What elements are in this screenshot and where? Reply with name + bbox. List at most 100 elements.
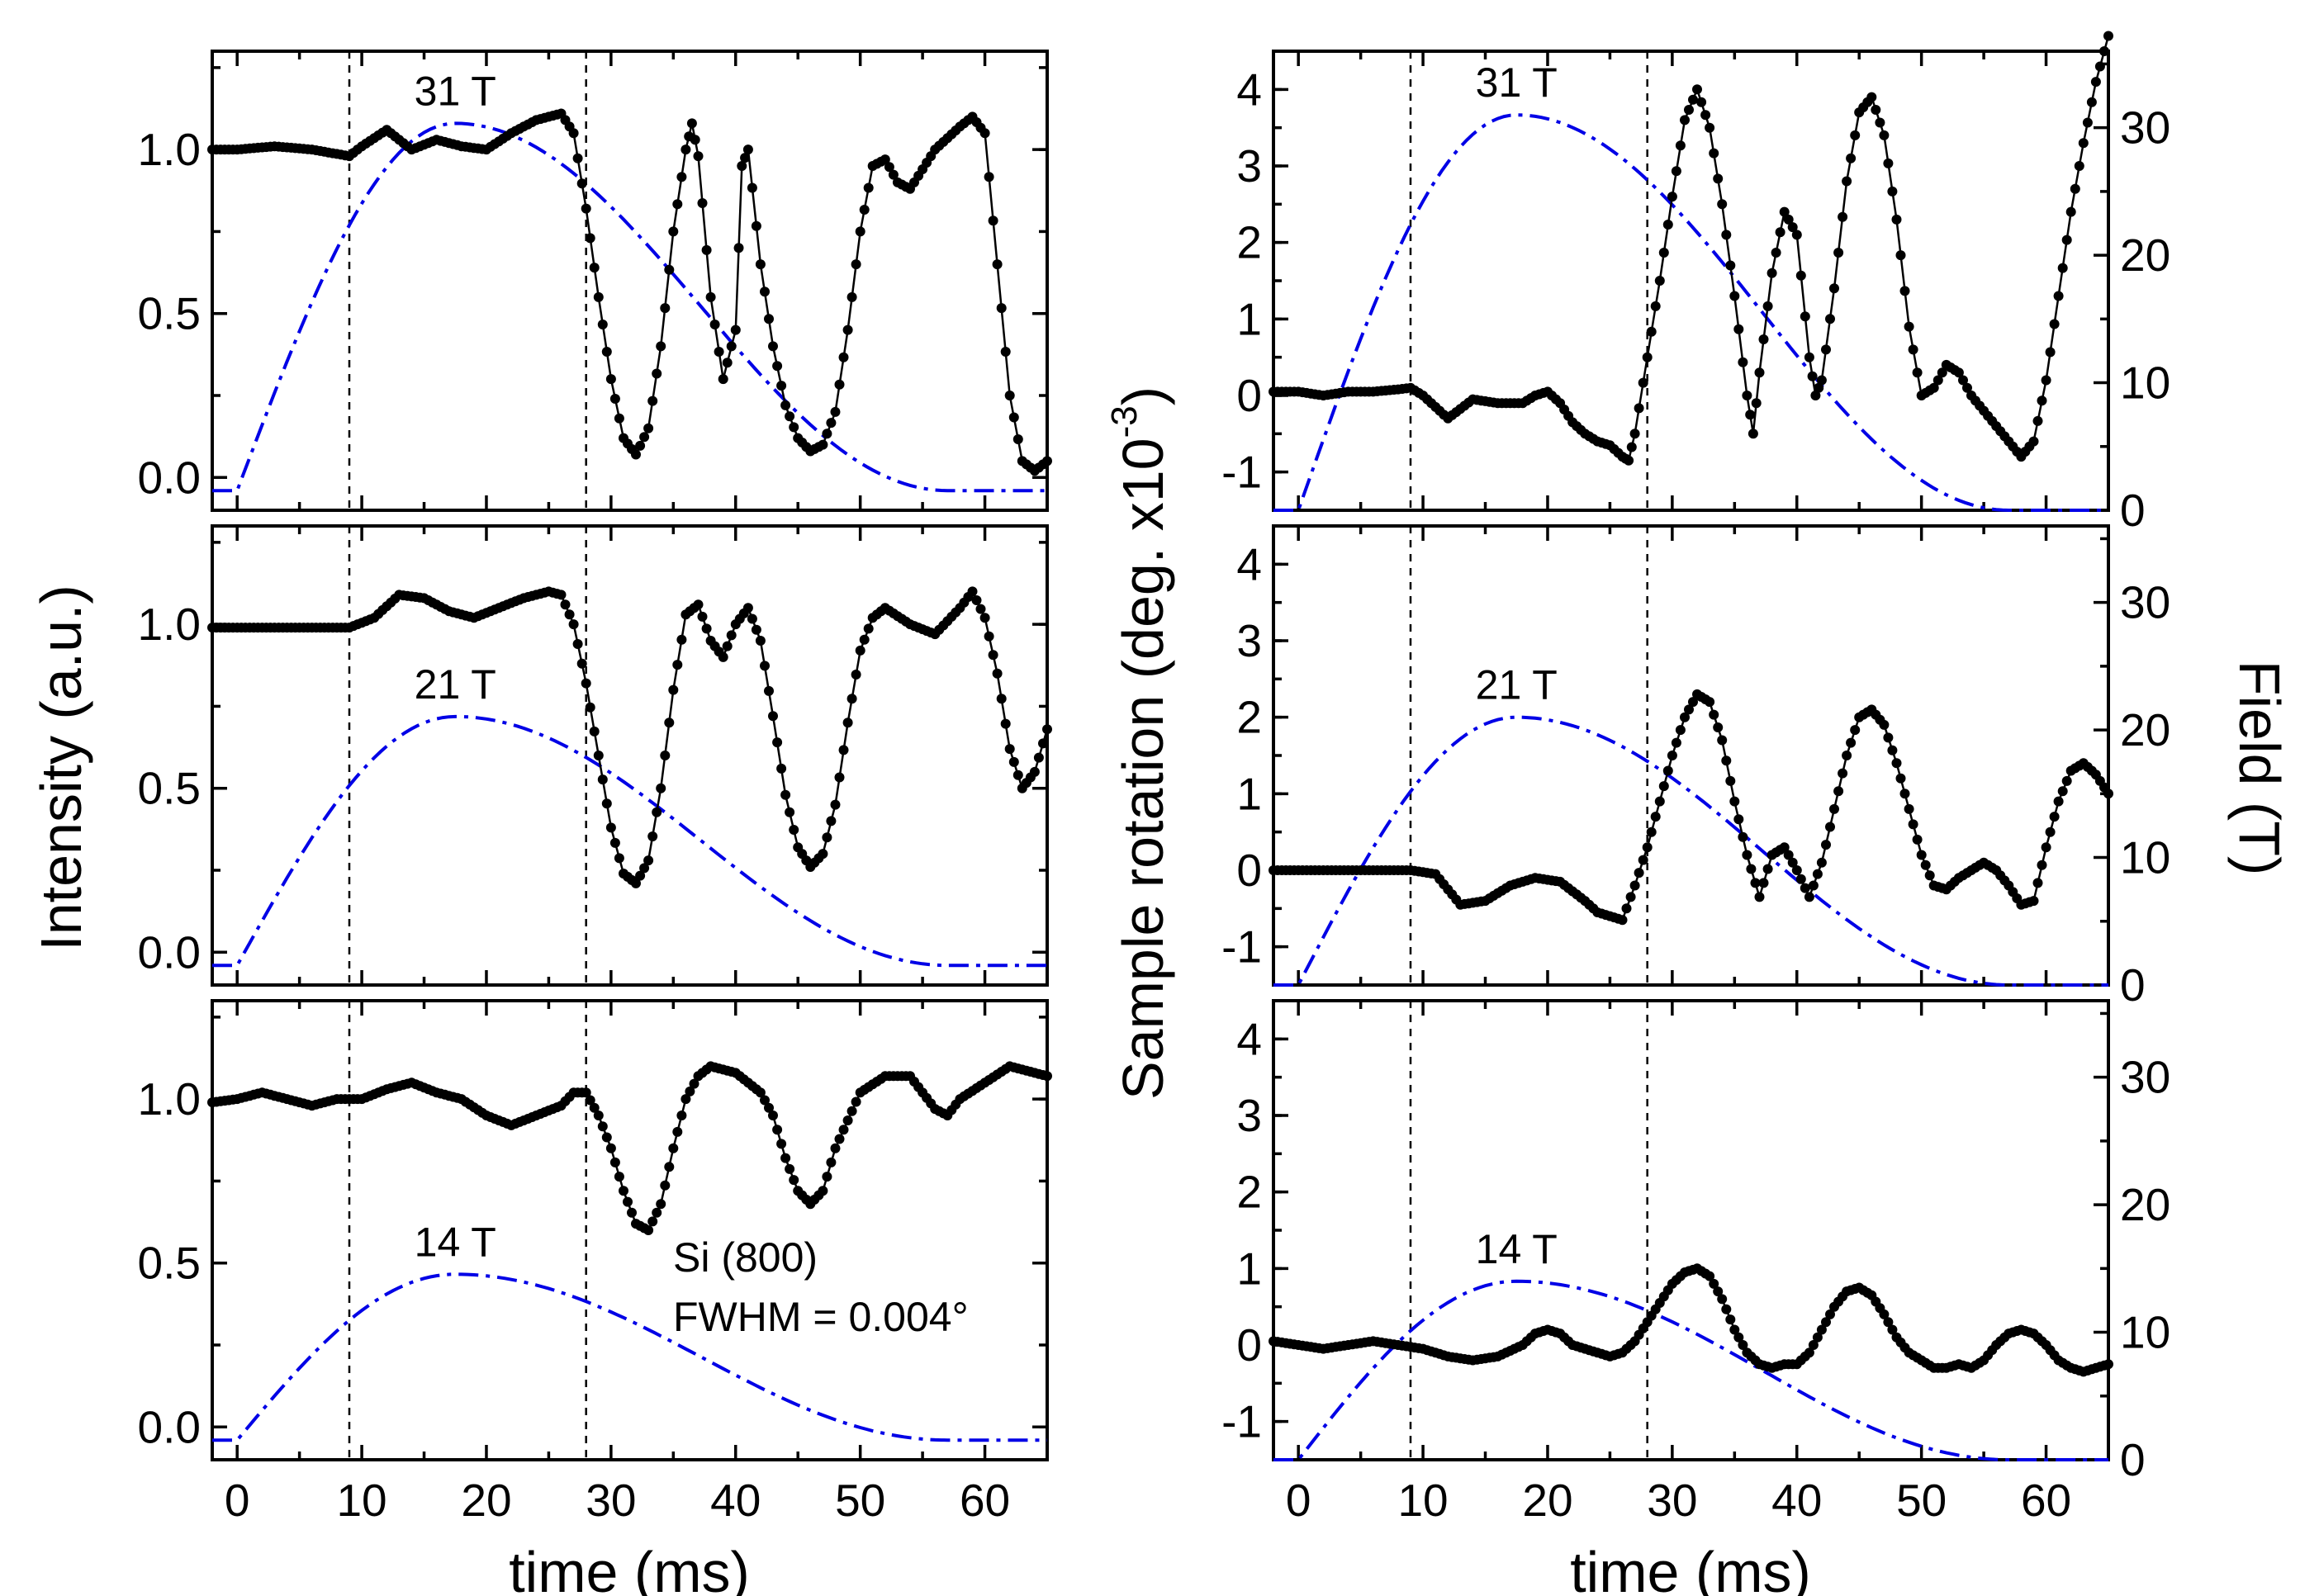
data-point <box>693 599 704 610</box>
field-tick-label: 20 <box>2120 1179 2170 1230</box>
data-point <box>826 816 837 826</box>
data-point <box>1838 768 1848 779</box>
x-tick-label: 30 <box>586 1475 636 1526</box>
data-point <box>564 609 575 620</box>
y-tick-label: 1.0 <box>138 599 201 650</box>
y-tick-label: 1 <box>1236 768 1262 819</box>
data-point <box>576 658 587 669</box>
data-point <box>1629 880 1640 891</box>
data-point <box>975 604 986 614</box>
field-pulse-curve <box>1273 1279 2108 1461</box>
data-point <box>1680 115 1690 126</box>
data-point <box>1667 751 1677 760</box>
y-tick-label: 2 <box>1236 217 1262 268</box>
field-pulse-curve <box>1273 113 2108 512</box>
data-point <box>597 774 608 785</box>
data-point <box>1713 722 1724 732</box>
data-point <box>593 751 604 760</box>
axes-frame <box>1272 999 2110 1461</box>
data-point <box>755 1087 766 1098</box>
data-point <box>1646 826 1657 837</box>
data-point <box>785 807 795 817</box>
data-point <box>984 172 994 182</box>
data-point <box>1684 105 1694 115</box>
data-point <box>1758 334 1769 344</box>
data-point <box>1725 1314 1736 1325</box>
field-tick-label: 0 <box>2120 485 2146 536</box>
data-point <box>1042 456 1052 466</box>
y-tick-label: 2 <box>1236 1167 1262 1218</box>
panel-intensity-21T: 0.0 0.5 1.0 21 T <box>138 524 1052 987</box>
data-point <box>776 1139 787 1149</box>
data-point <box>660 1180 671 1191</box>
data-point <box>1629 429 1640 439</box>
data-point <box>676 1111 687 1120</box>
data-point <box>609 837 620 848</box>
data-point <box>1758 878 1769 888</box>
data-point <box>572 153 583 163</box>
x-tick-label: 20 <box>461 1475 511 1526</box>
data-point <box>2053 291 2064 301</box>
data-point <box>1787 222 1798 233</box>
data-point <box>2070 183 2080 194</box>
data-point <box>2086 97 2097 107</box>
data-point <box>701 244 712 255</box>
data-point <box>1891 758 1902 769</box>
data-point <box>1705 697 1715 708</box>
data-point <box>689 1078 699 1089</box>
y-tick-label: 0.5 <box>138 1238 201 1289</box>
data-point <box>1000 347 1011 357</box>
y-tick-label: 0 <box>1236 1319 1262 1371</box>
field-pulse-curve <box>212 714 1047 968</box>
data-point <box>656 783 666 793</box>
data-point <box>1795 270 1806 281</box>
y-tick-label: 0.0 <box>138 926 201 978</box>
data-point <box>1800 883 1810 893</box>
data-point <box>1626 442 1637 452</box>
data-point <box>1709 1278 1719 1289</box>
data-point <box>585 1095 595 1106</box>
data-point <box>1804 1347 1814 1358</box>
data-point <box>1899 789 1910 799</box>
data-point <box>846 1106 857 1116</box>
data-point <box>1700 110 1711 121</box>
data-point <box>690 135 700 145</box>
data-point <box>1642 352 1653 362</box>
data-point <box>1953 367 1964 378</box>
y-tick-label: 0.0 <box>138 1401 201 1452</box>
data-point <box>709 320 720 329</box>
data-line <box>212 590 1049 885</box>
data-point <box>656 341 666 352</box>
data-point <box>668 1143 679 1153</box>
data-point <box>1879 1309 1890 1319</box>
panels-group: 0.00.51.031 T0.00.51.021 T0 10 20 30 40 50 600… <box>138 31 2170 1526</box>
x-tick-label: 60 <box>2021 1475 2071 1526</box>
data-point <box>1621 903 1632 914</box>
data-point <box>822 429 832 439</box>
data-point <box>1721 1304 1732 1314</box>
data-point <box>768 711 778 722</box>
data-point <box>1866 92 1877 102</box>
data-point <box>1658 248 1669 258</box>
data-point <box>1850 130 1861 140</box>
data-point <box>676 172 687 182</box>
axes-frame <box>211 524 1049 987</box>
data-point <box>751 220 761 231</box>
data-point <box>1846 153 1857 163</box>
data-point <box>1791 865 1802 875</box>
y-tick-label: 0 <box>1236 845 1262 896</box>
data-point <box>1721 230 1732 240</box>
data-point <box>589 1102 600 1113</box>
y-tick-label: 0.5 <box>138 288 201 339</box>
y-tick-label: 2 <box>1236 692 1262 743</box>
data-point <box>851 259 861 270</box>
field-tick-label: 30 <box>2120 102 2170 154</box>
data-point <box>589 726 600 736</box>
y-tick-label: 0 <box>1236 370 1262 421</box>
data-point <box>755 259 766 270</box>
data-point <box>1766 268 1777 278</box>
data-point <box>1816 375 1827 386</box>
data-point <box>2045 826 2056 837</box>
data-point <box>772 361 783 372</box>
data-point <box>1642 842 1653 853</box>
